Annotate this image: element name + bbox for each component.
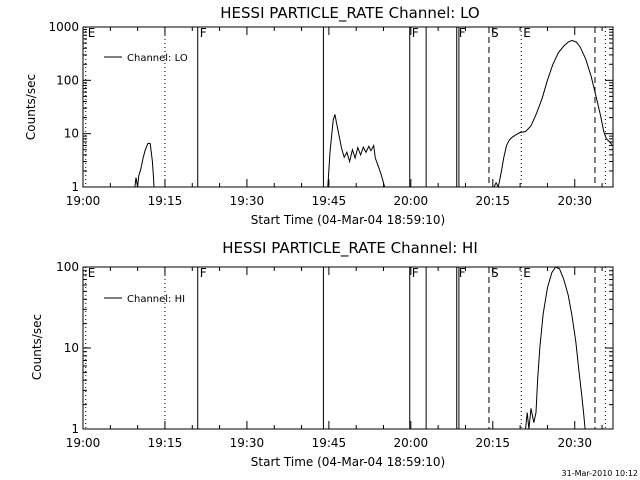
event-marker-label: E [523,26,531,40]
x-tick-label: 19:00 [66,436,101,450]
event-marker-label: F [412,26,419,40]
series-group [134,39,613,189]
legend: Channel: HI [104,294,185,305]
x-tick-label: 19:30 [230,194,265,208]
series-line [134,142,155,188]
x-ticks: 19:00 19:15 19:30 19:45 20:00 20:15 20:30 [66,27,603,208]
y-tick-label: 100 [56,73,79,87]
legend-label: Channel: LO [127,53,188,64]
event-marker-label: F [459,26,466,40]
y-ticks: 1 10 100 [56,260,613,436]
x-axis-label: Start Time (04-Mar-04 18:59:10) [251,455,445,469]
series-line [493,39,613,189]
x-tick-label: 20:30 [557,436,592,450]
y-tick-label: 1000 [48,20,79,34]
plot-frame [82,26,614,188]
y-tick-label: 1 [71,180,79,194]
plot-frame [82,266,614,430]
event-marker-label: E [88,266,96,280]
x-tick-label: 19:15 [148,194,183,208]
chart-title: HESSI PARTICLE_RATE Channel: HI [222,239,478,258]
series-line [525,266,586,430]
event-marker-label: S [491,26,499,40]
legend-label: Channel: HI [127,294,185,305]
x-tick-label: 19:45 [312,436,347,450]
x-tick-label: 19:15 [148,436,183,450]
event-marker-label: F [200,26,207,40]
footer-timestamp: 31-Mar-2010 10:12 [562,469,639,478]
x-tick-label: 19:00 [66,194,101,208]
y-ticks: 1 10 100 1000 [48,20,613,194]
event-marker-label: E [523,266,531,280]
chart-lo: HESSI PARTICLE_RATE Channel: LO Counts/s… [24,4,614,227]
y-axis-label: Counts/sec [24,74,38,140]
chart-title: HESSI PARTICLE_RATE Channel: LO [220,4,479,23]
x-tick-label: 20:15 [475,194,510,208]
x-tick-label: 20:00 [394,194,429,208]
x-ticks: 19:00 19:15 19:30 19:45 20:00 20:15 20:30 [66,267,603,450]
x-tick-label: 20:30 [557,194,592,208]
legend: Channel: LO [104,53,188,64]
event-marker-label: S [491,266,499,280]
event-marker-label: E [88,26,96,40]
x-tick-label: 19:30 [230,436,265,450]
series-group [525,266,586,430]
y-tick-label: 10 [64,127,79,141]
event-marker-label: F [200,266,207,280]
y-axis-label: Counts/sec [30,314,44,380]
event-marker-label: F [459,266,466,280]
y-tick-label: 1 [71,422,79,436]
series-line [327,114,386,188]
y-tick-label: 10 [64,341,79,355]
event-marker-label: F [412,266,419,280]
x-tick-label: 20:15 [475,436,510,450]
x-tick-label: 20:00 [394,436,429,450]
x-tick-label: 19:45 [312,194,347,208]
x-axis-label: Start Time (04-Mar-04 18:59:10) [251,213,445,227]
chart-hi: HESSI PARTICLE_RATE Channel: HI Counts/s… [30,239,614,469]
y-tick-label: 100 [56,260,79,274]
